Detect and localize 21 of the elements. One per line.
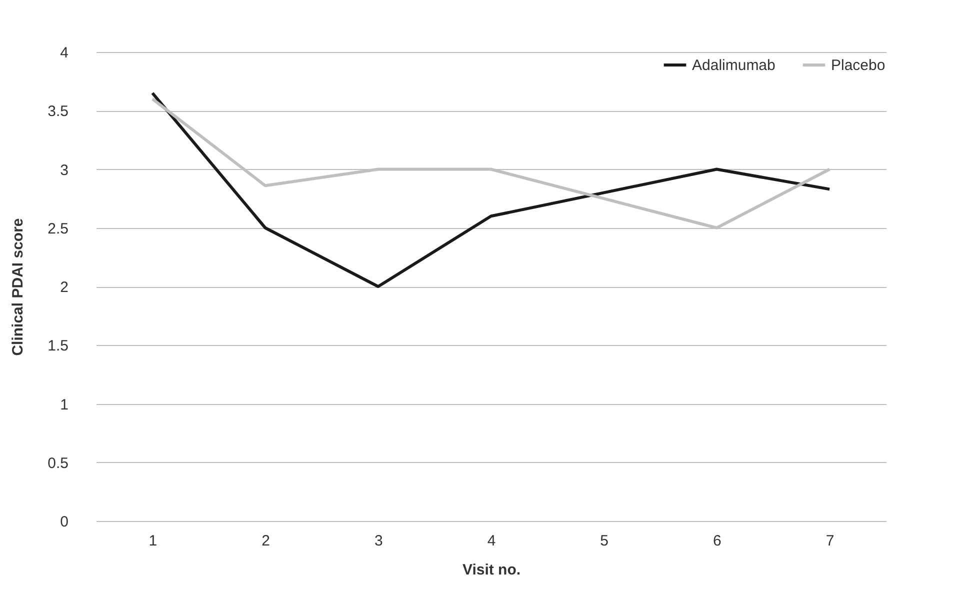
y-tick-label: 1	[60, 396, 68, 414]
x-axis-title: Visit no.	[462, 562, 521, 578]
legend-label: Placebo	[831, 57, 886, 74]
x-tick-label: 4	[487, 532, 496, 550]
x-tick-label: 3	[374, 532, 383, 550]
y-tick-label: 2.5	[48, 220, 68, 238]
y-tick-label: 3.5	[48, 103, 68, 120]
x-tick-label: 1	[148, 532, 158, 550]
y-tick-label: 3	[60, 162, 68, 179]
x-tick-label: 2	[262, 532, 270, 550]
y-tick-label: 2	[60, 279, 68, 296]
y-tick-label: 0	[60, 514, 68, 530]
x-tick-label: 7	[826, 532, 834, 550]
y-tick-label: 0.5	[48, 454, 68, 472]
y-axis-title: Clinical PDAI score	[10, 218, 27, 356]
legend-label: Adalimumab	[692, 57, 776, 74]
x-tick-label: 6	[713, 532, 722, 550]
y-tick-label: 4	[60, 44, 68, 62]
line-series	[150, 92, 832, 288]
x-tick-label: 5	[600, 532, 609, 550]
y-tick-label: 1.5	[48, 338, 68, 355]
